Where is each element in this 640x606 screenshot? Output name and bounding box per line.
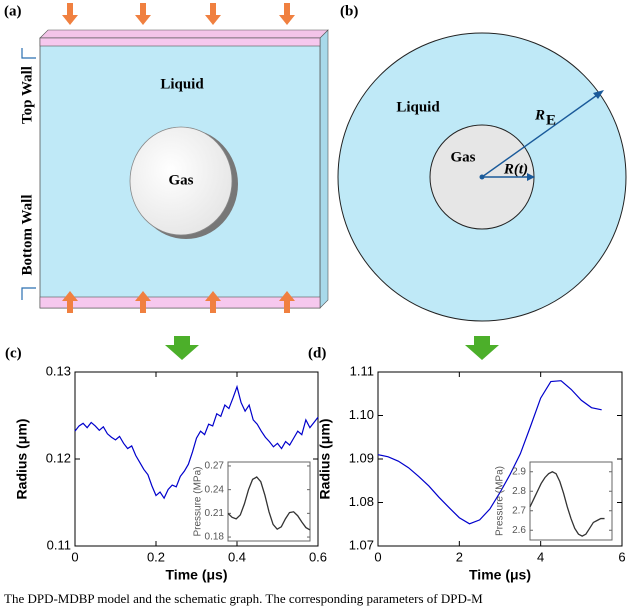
y-tick-label: 2.9	[512, 466, 526, 477]
y-tick-label: 0.24	[205, 484, 225, 495]
inset-frame	[227, 461, 311, 542]
force-arrow	[62, 3, 78, 25]
bottom-wall	[39, 296, 321, 309]
x-tick-label: 4	[537, 549, 544, 564]
liquid-label: Liquid	[160, 76, 204, 92]
bottom-wall-label: Bottom Wall	[19, 195, 35, 276]
y-tick-label: 0.18	[205, 532, 225, 543]
panel-label: (a)	[4, 3, 22, 19]
panel-b: (b) Liquid Gas R(t) R E	[337, 3, 627, 360]
x-tick-label: 0.4	[228, 549, 246, 564]
wall-pointer	[21, 287, 36, 300]
y-tick-label: 2.6	[512, 525, 526, 536]
y-tick-label: 2.8	[512, 486, 526, 497]
outer-radius-label: R	[534, 107, 545, 123]
data-line	[74, 384, 319, 500]
flow-arrow	[165, 336, 199, 360]
x-tick-label: 2	[456, 549, 463, 564]
gas-bubble	[129, 126, 233, 236]
force-arrow	[279, 3, 295, 25]
x-axis-label: Time (μs)	[469, 567, 531, 583]
panel-label: (c)	[5, 345, 22, 361]
x-axis-label: Time (μs)	[166, 567, 228, 583]
y-axis-label: Pressure (MPa)	[495, 466, 506, 536]
liquid-label: Liquid	[396, 99, 440, 115]
caption: The DPD-MDBP model and the schematic gra…	[4, 591, 483, 606]
data-line	[377, 380, 602, 525]
x-tick-label: 6	[618, 549, 625, 564]
center	[479, 174, 485, 180]
x-tick-label: 0	[374, 549, 381, 564]
top-wall	[39, 37, 321, 47]
wall-pointer	[21, 48, 36, 59]
y-tick-label: 0.13	[46, 363, 71, 378]
y-tick-label: 0.27	[205, 461, 225, 472]
panel-label: (d)	[308, 345, 326, 361]
force-arrow	[135, 3, 151, 25]
y-tick-label: 1.08	[349, 494, 374, 509]
x-tick-label: 0.2	[147, 549, 165, 564]
y-tick-label: 0.12	[46, 450, 71, 465]
radius-label: R(t)	[503, 161, 528, 177]
y-tick-label: 1.11	[350, 363, 374, 378]
y-tick-label: 0.21	[205, 508, 225, 519]
y-axis-label: Radius (μm)	[14, 419, 30, 500]
gas-label: Gas	[168, 172, 193, 188]
outer-radius-line	[481, 92, 601, 178]
panel-label: (b)	[340, 3, 358, 19]
y-tick-label: 1.07	[349, 537, 374, 552]
y-axis-label: Pressure (MPa)	[193, 466, 204, 536]
top-wall-label: Top Wall	[19, 66, 35, 124]
y-tick-label: 2.7	[512, 505, 526, 516]
arrowhead	[527, 173, 535, 181]
force-arrow	[205, 3, 221, 25]
y-tick-label: 1.09	[349, 450, 374, 465]
inset-frame	[529, 461, 613, 541]
panel-a: (a) Liquid Gas Top Wall Bottom Wall	[4, 3, 329, 360]
y-axis-label: Radius (μm)	[317, 419, 333, 500]
data-line	[227, 476, 311, 531]
gas-label: Gas	[450, 149, 475, 165]
box-side	[319, 29, 329, 309]
outer-radius-subscript: E	[546, 112, 556, 128]
y-tick-label: 1.10	[349, 407, 374, 422]
box-top	[39, 29, 329, 39]
x-tick-label: 0.6	[309, 549, 327, 564]
data-line	[529, 471, 605, 537]
x-tick-label: 0	[71, 549, 78, 564]
arrowhead	[593, 90, 604, 99]
flow-arrow	[465, 336, 499, 360]
y-tick-label: 0.11	[47, 537, 71, 552]
